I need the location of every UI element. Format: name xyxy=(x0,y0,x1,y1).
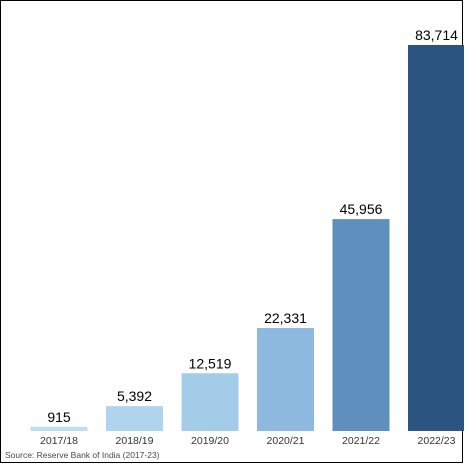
value-label: 915 xyxy=(47,409,71,425)
value-label: 45,956 xyxy=(340,201,383,217)
bar-2017-18 xyxy=(30,426,88,431)
source-note: Source: Reserve Bank of India (2017-23) xyxy=(5,450,160,460)
bar-2019-20 xyxy=(181,373,239,431)
value-label: 22,331 xyxy=(264,310,307,326)
x-tick-label: 2020/21 xyxy=(267,435,305,447)
value-label: 5,392 xyxy=(117,388,152,404)
bar-2021-22 xyxy=(332,219,390,431)
x-tick-label: 2019/20 xyxy=(191,435,229,447)
x-tick-label: 2018/19 xyxy=(116,435,154,447)
value-label: 83,714 xyxy=(415,27,458,43)
bar-2018-19 xyxy=(106,406,163,431)
value-label: 12,519 xyxy=(189,355,232,371)
x-tick-label: 2017/18 xyxy=(40,435,78,447)
x-tick-label: 2021/22 xyxy=(342,435,380,447)
bar-2020-21 xyxy=(257,328,314,431)
x-tick-label: 2022/23 xyxy=(418,435,456,447)
bar-2022-23 xyxy=(408,45,464,431)
